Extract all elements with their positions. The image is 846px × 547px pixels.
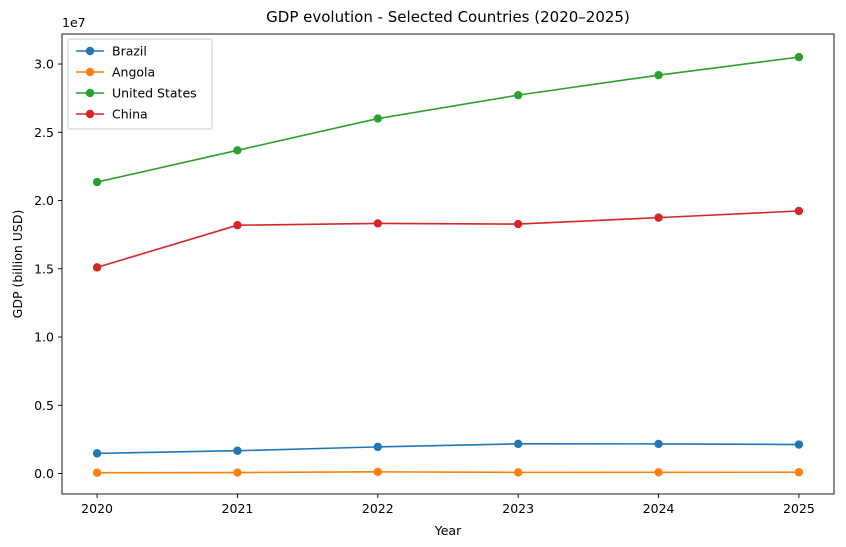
x-tick-label: 2023 xyxy=(502,501,534,516)
data-point xyxy=(513,439,523,449)
data-point xyxy=(513,468,523,477)
data-point xyxy=(794,206,804,216)
data-point xyxy=(654,213,663,222)
chart-title: GDP evolution - Selected Countries (2020… xyxy=(266,8,630,26)
legend-marker xyxy=(85,67,95,77)
legend-marker xyxy=(85,88,95,98)
legend-marker xyxy=(85,46,95,56)
data-point xyxy=(233,221,242,230)
y-tick-label: 0.5 xyxy=(34,398,54,413)
data-point xyxy=(794,440,804,449)
data-point xyxy=(654,439,663,449)
data-point xyxy=(92,468,102,477)
data-point xyxy=(233,146,242,155)
series-line xyxy=(96,210,799,269)
y-tick-label: 1.5 xyxy=(34,261,54,276)
data-point xyxy=(373,442,383,452)
axes-frame xyxy=(61,33,835,495)
data-point xyxy=(92,449,102,458)
legend-label: China xyxy=(112,107,148,122)
data-point xyxy=(794,468,804,477)
data-point xyxy=(233,468,242,477)
data-point xyxy=(654,70,663,80)
series-line xyxy=(97,471,799,474)
y-axis-label: GDP (billion USD) xyxy=(10,210,25,319)
data-point xyxy=(373,467,383,477)
y-axis-offset-label: 1e7 xyxy=(62,15,86,30)
series-united-states xyxy=(92,52,804,187)
series-layer xyxy=(92,52,804,477)
y-tick-label: 2.0 xyxy=(34,193,54,208)
data-point xyxy=(373,219,383,228)
y-tick-label: 2.5 xyxy=(34,125,54,140)
data-point xyxy=(513,90,523,100)
x-axis-ticks: 2020 2021 2022 2023 2024 2025 xyxy=(81,494,815,516)
legend: Brazil Angola United States China xyxy=(67,38,213,130)
series-china xyxy=(92,206,804,272)
data-point xyxy=(513,219,523,229)
series-line xyxy=(97,443,799,455)
data-point xyxy=(373,114,383,123)
x-tick-label: 2022 xyxy=(362,501,394,516)
series-angola xyxy=(92,467,804,477)
legend-box xyxy=(67,38,213,130)
y-tick-label: 3.0 xyxy=(34,57,54,72)
series-line xyxy=(96,56,800,183)
series-brazil xyxy=(92,439,804,458)
legend-label: United States xyxy=(112,86,197,101)
y-tick-label: 0.0 xyxy=(34,466,54,481)
x-tick-label: 2024 xyxy=(643,501,675,516)
data-point xyxy=(92,177,102,187)
y-axis-ticks: 0.0 0.5 1.0 1.5 2.0 2.5 3.0 xyxy=(34,57,62,481)
legend-marker xyxy=(85,109,95,119)
x-tick-label: 2020 xyxy=(81,501,113,516)
data-point xyxy=(233,446,242,455)
x-tick-label: 2025 xyxy=(783,501,815,516)
legend-label: Brazil xyxy=(112,44,147,59)
data-point xyxy=(654,468,663,477)
x-tick-label: 2021 xyxy=(222,501,254,516)
data-point xyxy=(794,52,804,62)
legend-label: Angola xyxy=(112,65,155,80)
data-point xyxy=(92,263,102,272)
y-tick-label: 1.0 xyxy=(34,330,54,345)
plot-area xyxy=(61,33,835,495)
x-axis-label: Year xyxy=(434,523,462,538)
